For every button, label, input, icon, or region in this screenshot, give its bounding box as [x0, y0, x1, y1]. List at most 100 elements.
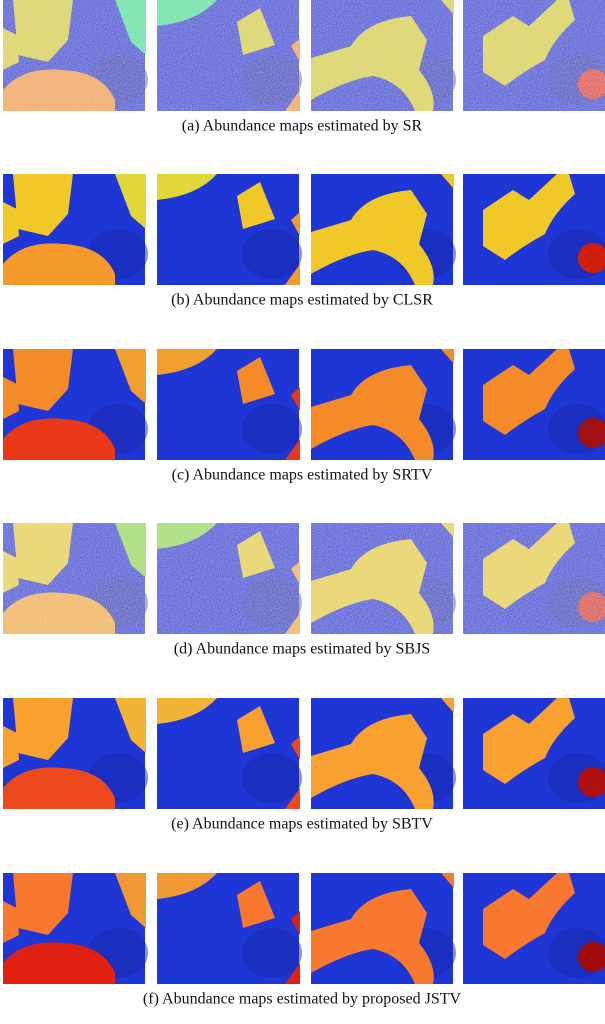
material-region: [115, 349, 146, 404]
material-region: [115, 698, 146, 753]
material-region: [311, 539, 434, 634]
abundance-map: [157, 349, 302, 460]
abundance-map: [463, 0, 605, 111]
material-region: [441, 523, 454, 538]
abundance-map: [157, 174, 302, 285]
material-region: [3, 551, 19, 593]
abundance-map: [157, 698, 302, 809]
material-region: [115, 523, 146, 578]
material-region: [3, 243, 115, 285]
material-region: [3, 592, 115, 634]
material-region: [285, 439, 300, 460]
material-region: [3, 901, 19, 943]
map-shade: [242, 404, 302, 454]
material-region: [3, 726, 19, 768]
material-region: [291, 736, 300, 760]
abundance-map: [311, 0, 456, 111]
material-region: [157, 0, 217, 26]
material-region: [285, 264, 300, 285]
material-region: [311, 190, 434, 285]
abundance-map: [463, 174, 605, 285]
material-region: [311, 714, 434, 809]
material-region: [311, 365, 434, 460]
material-region: [3, 377, 19, 419]
material-region: [237, 706, 275, 753]
abundance-map: [311, 873, 456, 984]
abundance-map: [311, 698, 456, 809]
caption: (e) Abundance maps estimated by SBTV: [171, 816, 433, 833]
material-region: [115, 873, 146, 928]
material-region: [3, 418, 115, 460]
material-region: [441, 349, 454, 364]
caption: (c) Abundance maps estimated by SRTV: [172, 467, 433, 484]
abundance-map: [3, 523, 148, 634]
caption: (a) Abundance maps estimated by SR: [182, 118, 423, 135]
panel-row: [3, 523, 605, 634]
abundance-map: [463, 349, 605, 460]
material-region: [483, 174, 575, 260]
material-region: [13, 698, 73, 760]
material-region: [483, 349, 575, 435]
material-region: [237, 881, 275, 928]
material-region: [13, 523, 73, 585]
material-region: [13, 349, 73, 411]
material-region: [237, 357, 275, 404]
material-region: [237, 531, 275, 578]
map-shade: [242, 928, 302, 978]
material-region: [285, 613, 300, 634]
material-region: [291, 561, 300, 585]
material-region: [483, 0, 575, 86]
material-region: [291, 387, 300, 411]
material-region: [3, 202, 19, 244]
material-region: [441, 0, 454, 15]
material-region: [3, 69, 115, 111]
material-region: [3, 28, 19, 70]
material-region: [441, 873, 454, 888]
material-spot: [578, 69, 605, 99]
map-shade: [242, 753, 302, 803]
abundance-map: [157, 0, 302, 111]
material-region: [483, 873, 575, 959]
panel-row: [3, 0, 605, 111]
abundance-map: [3, 873, 148, 984]
material-region: [157, 174, 217, 200]
panel-row: [3, 174, 605, 285]
caption: (f) Abundance maps estimated by proposed…: [143, 991, 462, 1008]
abundance-map: [463, 523, 605, 634]
abundance-map: [463, 698, 605, 809]
abundance-map: [157, 523, 302, 634]
material-region: [311, 889, 434, 984]
material-region: [237, 8, 275, 55]
panel-row: [3, 698, 605, 809]
material-region: [483, 698, 575, 784]
material-region: [483, 523, 575, 609]
material-region: [157, 698, 217, 724]
abundance-map: [463, 873, 605, 984]
material-region: [291, 38, 300, 62]
material-region: [115, 0, 146, 55]
material-region: [285, 90, 300, 111]
material-spot: [578, 942, 605, 972]
material-region: [157, 349, 217, 375]
abundance-map: [3, 349, 148, 460]
abundance-map: [311, 523, 456, 634]
material-region: [311, 16, 434, 111]
map-shade: [242, 229, 302, 279]
material-spot: [578, 767, 605, 797]
material-region: [13, 0, 73, 62]
material-region: [157, 873, 217, 899]
abundance-map: [3, 698, 148, 809]
material-spot: [578, 418, 605, 448]
material-region: [441, 174, 454, 189]
material-spot: [578, 592, 605, 622]
map-shade: [242, 55, 302, 105]
abundance-map: [311, 349, 456, 460]
material-region: [291, 212, 300, 236]
abundance-map: [3, 174, 148, 285]
material-region: [115, 174, 146, 229]
caption: (d) Abundance maps estimated by SBJS: [174, 641, 430, 658]
material-region: [13, 174, 73, 236]
material-region: [441, 698, 454, 713]
abundance-map: [3, 0, 148, 111]
